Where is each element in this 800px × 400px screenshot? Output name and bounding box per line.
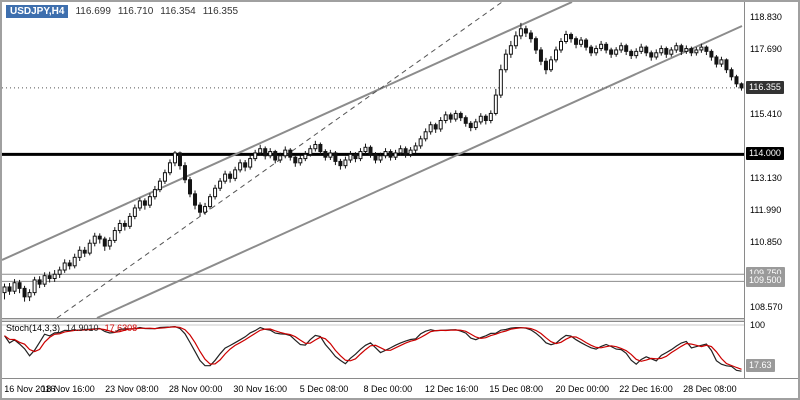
panel-splitter[interactable] bbox=[2, 318, 798, 322]
close-value: 116.355 bbox=[202, 6, 239, 17]
price-axis-label: 118.830 bbox=[750, 12, 782, 23]
price-badge-109.500: 109.500 bbox=[746, 274, 785, 288]
price-axis-label: 115.410 bbox=[750, 108, 782, 119]
time-axis[interactable]: 16 Nov 2016 18 Nov 16:00 23 Nov 08:00 28 No… bbox=[2, 378, 798, 398]
indicator-name: Stoch(14,3,3) bbox=[6, 323, 61, 333]
channel-upper-line[interactable] bbox=[2, 2, 573, 261]
price-axis-label: 113.130 bbox=[750, 172, 782, 183]
price-axis[interactable]: 118.830 117.690 115.410 113.130 111.990 110.8… bbox=[744, 2, 798, 378]
price-axis-label: 108.570 bbox=[750, 301, 783, 312]
stoch-signal-line bbox=[4, 326, 742, 370]
time-axis-label: 28 Dec 08:00 bbox=[683, 384, 737, 394]
time-axis-label: 23 Nov 08:00 bbox=[105, 384, 159, 394]
price-axis-label: 117.690 bbox=[750, 44, 782, 55]
time-axis-label: 12 Dec 16:00 bbox=[424, 384, 479, 394]
time-axis-label: 18 Nov 16:00 bbox=[41, 384, 95, 394]
price-axis-label: 110.850 bbox=[750, 237, 782, 248]
time-axis-label: 20 Dec 00:00 bbox=[555, 384, 610, 394]
time-axis-label: 22 Dec 16:00 bbox=[619, 384, 673, 394]
indicator-signal-value: 17.6308 bbox=[104, 323, 138, 333]
time-axis-label: 15 Dec 08:00 bbox=[489, 384, 543, 394]
chart-ohlc-header: USDJPY,H4 116.699 116.710 116.354 116.35… bbox=[6, 5, 238, 18]
time-axis-label: 28 Nov 00:00 bbox=[168, 384, 223, 394]
stochastic-panel[interactable] bbox=[2, 322, 744, 378]
high-value: 116.710 bbox=[117, 6, 154, 17]
open-value: 116.699 bbox=[75, 6, 111, 17]
price-badge-116.355: 116.355 bbox=[746, 80, 784, 94]
main-price-chart[interactable] bbox=[2, 2, 744, 318]
time-axis-label: 16 Nov 2016 bbox=[4, 384, 56, 394]
time-axis-label: 30 Nov 16:00 bbox=[233, 384, 287, 394]
channel-lower-line[interactable] bbox=[96, 25, 743, 318]
stoch-value-badge: 17.63 bbox=[746, 359, 775, 373]
price-axis-label: 111.990 bbox=[750, 205, 782, 216]
candles-layer bbox=[2, 22, 744, 302]
symbol-timeframe-chip: USDJPY,H4 bbox=[6, 5, 69, 18]
time-axis-label: 8 Dec 00:00 bbox=[363, 384, 413, 394]
indicator-main-value: 14.9010 bbox=[66, 323, 99, 333]
indicator-label: Stoch(14,3,3) 14.9010 17.6308 bbox=[6, 323, 137, 333]
price-badge-114.000: 114.000 bbox=[746, 147, 784, 161]
stoch-axis-100-label: 100 bbox=[750, 320, 766, 330]
stoch-main-line bbox=[4, 325, 742, 372]
time-axis-label: 5 Dec 08:00 bbox=[299, 384, 349, 394]
low-value: 116.354 bbox=[160, 6, 196, 17]
